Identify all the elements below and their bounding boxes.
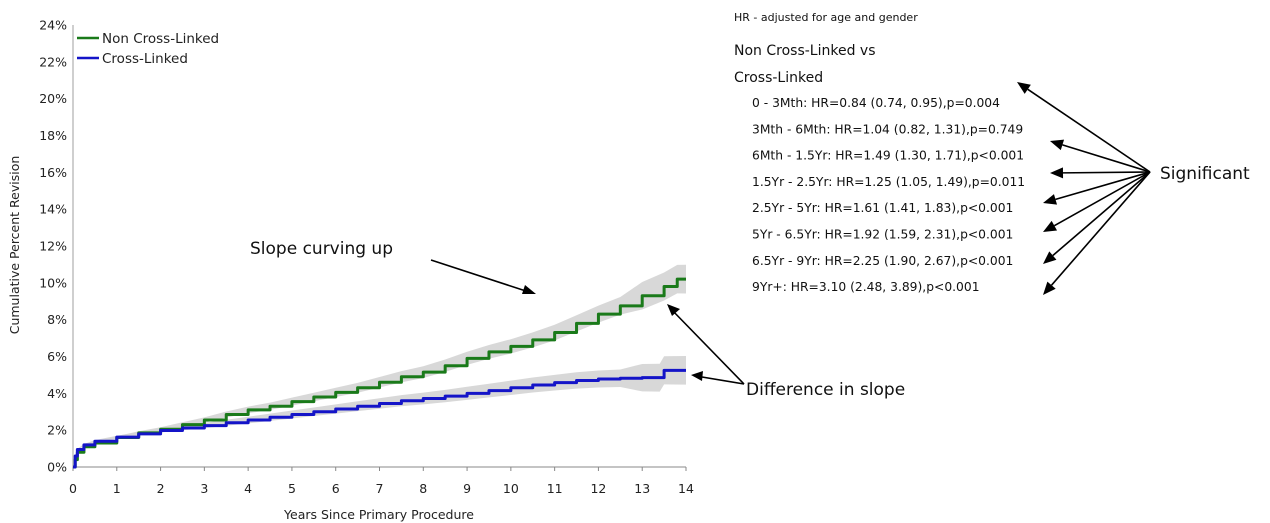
annotation-difference-in-slope: Difference in slope (746, 380, 905, 400)
hr-panel-heading-line2: Cross-Linked (734, 70, 823, 86)
significant-arrow (1053, 171, 1151, 227)
significant-arrowhead (1017, 82, 1031, 94)
ci-band-non-cross-linked (73, 264, 686, 467)
x-tick-label: 4 (244, 481, 252, 496)
legend-label-cross-linked: Cross-Linked (102, 51, 188, 67)
significant-arrowhead (1043, 194, 1058, 205)
y-tick-label: 20% (39, 91, 67, 106)
significant-arrowhead (1050, 139, 1065, 151)
y-axis-title: Cumulative Percent Revision (7, 156, 22, 335)
arrow-slope-curving-up (430, 259, 533, 294)
significant-arrow (1055, 171, 1151, 201)
arrowhead-diff-to-green (667, 304, 680, 316)
hr-panel-rows: 0 - 3Mth: HR=0.84 (0.74, 0.95),p=0.004 3M… (752, 96, 1025, 294)
x-tick-label: 6 (332, 481, 340, 496)
x-tick-label: 14 (678, 481, 694, 496)
x-tick-label: 5 (288, 481, 296, 496)
hr-row: 6.5Yr - 9Yr: HR=2.25 (1.90, 2.67),p<0.00… (752, 254, 1013, 268)
x-tick-label: 2 (157, 481, 165, 496)
y-tick-label: 6% (47, 349, 67, 364)
hr-row: 0 - 3Mth: HR=0.84 (0.74, 0.95),p=0.004 (752, 96, 1000, 110)
x-tick-label: 12 (590, 481, 606, 496)
confidence-bands (73, 264, 686, 467)
significant-arrowhead (1043, 251, 1057, 264)
hr-panel-title: HR - adjusted for age and gender (734, 11, 918, 24)
legend-label-non-cross-linked: Non Cross-Linked (102, 31, 219, 47)
arrow-diff-to-green (669, 307, 745, 385)
significant-arrow (1050, 171, 1151, 286)
significant-arrow (1062, 171, 1151, 174)
significant-arrowhead (1050, 167, 1064, 179)
y-tick-label: 4% (47, 386, 67, 401)
x-tick-label: 9 (463, 481, 471, 496)
ticks: 0 1 2 3 4 5 6 7 8 9 10 11 12 13 140%2%4%6%8%10%12%14%1… (39, 18, 694, 497)
hr-panel-heading-line1: Non Cross-Linked vs (734, 43, 876, 59)
legend: Non Cross-Linked Cross-Linked (77, 31, 219, 67)
x-tick-label: 1 (113, 481, 121, 496)
significant-arrow (1052, 171, 1151, 257)
series-lines (73, 277, 686, 469)
significant-arrows (1017, 82, 1151, 295)
hr-panel: HR - adjusted for age and gender Non Cro… (734, 11, 1025, 294)
hr-row: 2.5Yr - 5Yr: HR=1.61 (1.41, 1.83),p<0.00… (752, 201, 1013, 215)
x-tick-label: 8 (419, 481, 427, 496)
hr-row: 1.5Yr - 2.5Yr: HR=1.25 (1.05, 1.49),p=0.… (752, 175, 1025, 189)
y-tick-label: 0% (47, 460, 67, 475)
series-line-cross-linked (73, 368, 686, 469)
hr-row: 6Mth - 1.5Yr: HR=1.49 (1.30, 1.71),p<0.0… (752, 149, 1024, 163)
y-tick-label: 2% (47, 423, 67, 438)
x-axis-title: Years Since Primary Procedure (283, 507, 474, 522)
y-tick-label: 8% (47, 312, 67, 327)
y-tick-label: 14% (39, 202, 67, 217)
y-tick-label: 16% (39, 165, 67, 180)
y-tick-label: 10% (39, 275, 67, 290)
y-tick-label: 24% (39, 18, 67, 33)
arrowhead-diff-to-blue (691, 371, 703, 381)
x-tick-label: 13 (634, 481, 650, 496)
y-tick-label: 18% (39, 128, 67, 143)
annotations: Slope curving up Difference in slope Sig… (250, 82, 1250, 400)
hr-row: 3Mth - 6Mth: HR=1.04 (0.82, 1.31),p=0.74… (752, 122, 1023, 136)
significant-arrowhead (1043, 220, 1058, 232)
annotation-slope-curving-up: Slope curving up (250, 239, 393, 259)
x-tick-label: 7 (376, 481, 384, 496)
x-tick-label: 0 (69, 481, 77, 496)
y-tick-label: 22% (39, 54, 67, 69)
significant-arrow (1062, 144, 1151, 173)
x-tick-label: 10 (503, 481, 519, 496)
significant-arrowhead (1043, 281, 1056, 295)
hr-row: 9Yr+: HR=3.10 (2.48, 3.89),p<0.001 (752, 280, 980, 294)
x-tick-label: 3 (200, 481, 208, 496)
ci-band-cross-linked (73, 355, 686, 467)
y-tick-label: 12% (39, 239, 67, 254)
x-tick-label: 11 (547, 481, 563, 496)
hr-row: 5Yr - 6.5Yr: HR=1.92 (1.59, 2.31),p<0.00… (752, 228, 1013, 242)
annotation-significant: Significant (1160, 164, 1250, 184)
arrowhead-slope-curving-up (522, 285, 536, 294)
significant-arrow (1027, 88, 1151, 173)
arrow-diff-to-blue (695, 375, 745, 385)
